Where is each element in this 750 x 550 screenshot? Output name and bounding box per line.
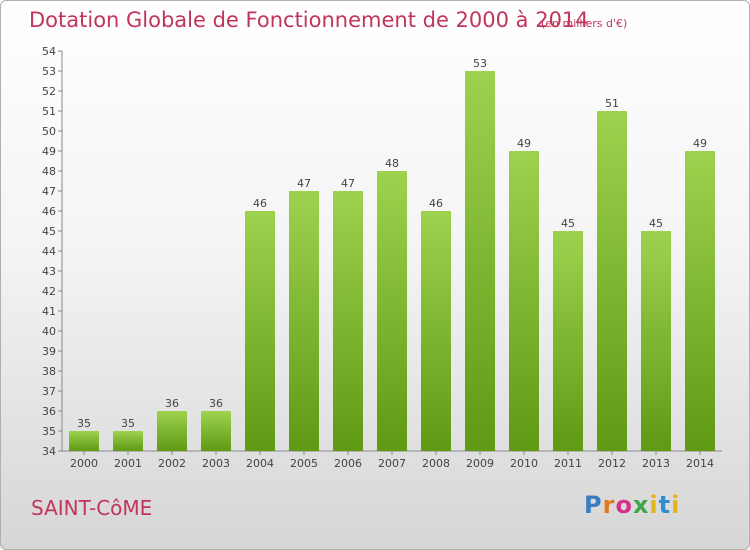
- bar: [553, 231, 583, 451]
- y-tick-label: 43: [42, 265, 56, 278]
- x-tick-label: 2004: [246, 457, 274, 470]
- logo-letter: i: [649, 491, 659, 519]
- bar: [421, 211, 451, 451]
- x-tick-label: 2009: [466, 457, 494, 470]
- bar-value-label: 45: [561, 217, 575, 230]
- y-tick-label: 36: [42, 405, 56, 418]
- x-tick-label: 2001: [114, 457, 142, 470]
- bar: [465, 71, 495, 451]
- chart-subtitle: (en milliers d'€): [541, 17, 628, 30]
- x-tick-label: 2012: [598, 457, 626, 470]
- bar-value-label: 35: [121, 417, 135, 430]
- x-tick-label: 2014: [686, 457, 714, 470]
- logo-letter: t: [658, 491, 672, 519]
- y-tick-label: 37: [42, 385, 56, 398]
- bar-value-label: 53: [473, 57, 487, 70]
- y-tick-label: 45: [42, 225, 56, 238]
- bar-value-label: 49: [517, 137, 531, 150]
- y-tick-label: 34: [42, 445, 56, 458]
- bar-value-label: 48: [385, 157, 399, 170]
- bar: [201, 411, 231, 451]
- y-tick-label: 54: [42, 45, 56, 58]
- axes: 34 35 36 37 38 39 40 41 42 43 44 45 46 47 48 49 50 51 52 53…: [42, 45, 722, 470]
- bar-value-label: 47: [297, 177, 311, 190]
- y-tick-label: 35: [42, 425, 56, 438]
- y-tick-label: 41: [42, 305, 56, 318]
- bar: [597, 111, 627, 451]
- logo-letter: r: [602, 491, 616, 519]
- bar: [509, 151, 539, 451]
- bar: [113, 431, 143, 451]
- y-tick-label: 52: [42, 85, 56, 98]
- bar: [289, 191, 319, 451]
- bar-value-label: 51: [605, 97, 619, 110]
- x-tick-label: 2005: [290, 457, 318, 470]
- bar-value-label: 46: [429, 197, 443, 210]
- x-tick-label: 2003: [202, 457, 230, 470]
- logo-letter: P: [584, 491, 603, 519]
- bar-value-label: 35: [77, 417, 91, 430]
- x-tick-label: 2002: [158, 457, 186, 470]
- y-tick-label: 46: [42, 205, 56, 218]
- y-tick-label: 51: [42, 105, 56, 118]
- logo-letter: x: [632, 491, 650, 519]
- y-tick-label: 42: [42, 285, 56, 298]
- commune-name: SAINT-CôME: [31, 496, 153, 520]
- x-tick-label: 2010: [510, 457, 538, 470]
- chart-title: Dotation Globale de Fonctionnement de 20…: [29, 8, 589, 32]
- bar-value-label: 46: [253, 197, 267, 210]
- y-tick-label: 48: [42, 165, 56, 178]
- bar-value-label: 45: [649, 217, 663, 230]
- y-tick-label: 49: [42, 145, 56, 158]
- y-tick-label: 38: [42, 365, 56, 378]
- logo-letter: o: [615, 491, 633, 519]
- x-tick-label: 2008: [422, 457, 450, 470]
- x-tick-label: 2000: [70, 457, 98, 470]
- bar: [333, 191, 363, 451]
- y-tick-label: 40: [42, 325, 56, 338]
- x-tick-label: 2011: [554, 457, 582, 470]
- y-tick-label: 50: [42, 125, 56, 138]
- bar: [69, 431, 99, 451]
- proxiti-logo: Proxiti: [584, 491, 680, 519]
- y-tick-label: 47: [42, 185, 56, 198]
- bar: [245, 211, 275, 451]
- bar-value-label: 36: [165, 397, 179, 410]
- x-tick-label: 2013: [642, 457, 670, 470]
- bars: 35 35 36 36 46 47 47 48 46 53 49 45 51 45 49: [69, 57, 715, 451]
- bar: [685, 151, 715, 451]
- bar: [377, 171, 407, 451]
- bar-value-label: 47: [341, 177, 355, 190]
- bar-value-label: 36: [209, 397, 223, 410]
- x-tick-label: 2006: [334, 457, 362, 470]
- y-tick-label: 39: [42, 345, 56, 358]
- bar: [157, 411, 187, 451]
- y-tick-label: 53: [42, 65, 56, 78]
- x-tick-label: 2007: [378, 457, 406, 470]
- logo-letter: i: [671, 491, 681, 519]
- bar: [641, 231, 671, 451]
- bar-value-label: 49: [693, 137, 707, 150]
- y-tick-label: 44: [42, 245, 56, 258]
